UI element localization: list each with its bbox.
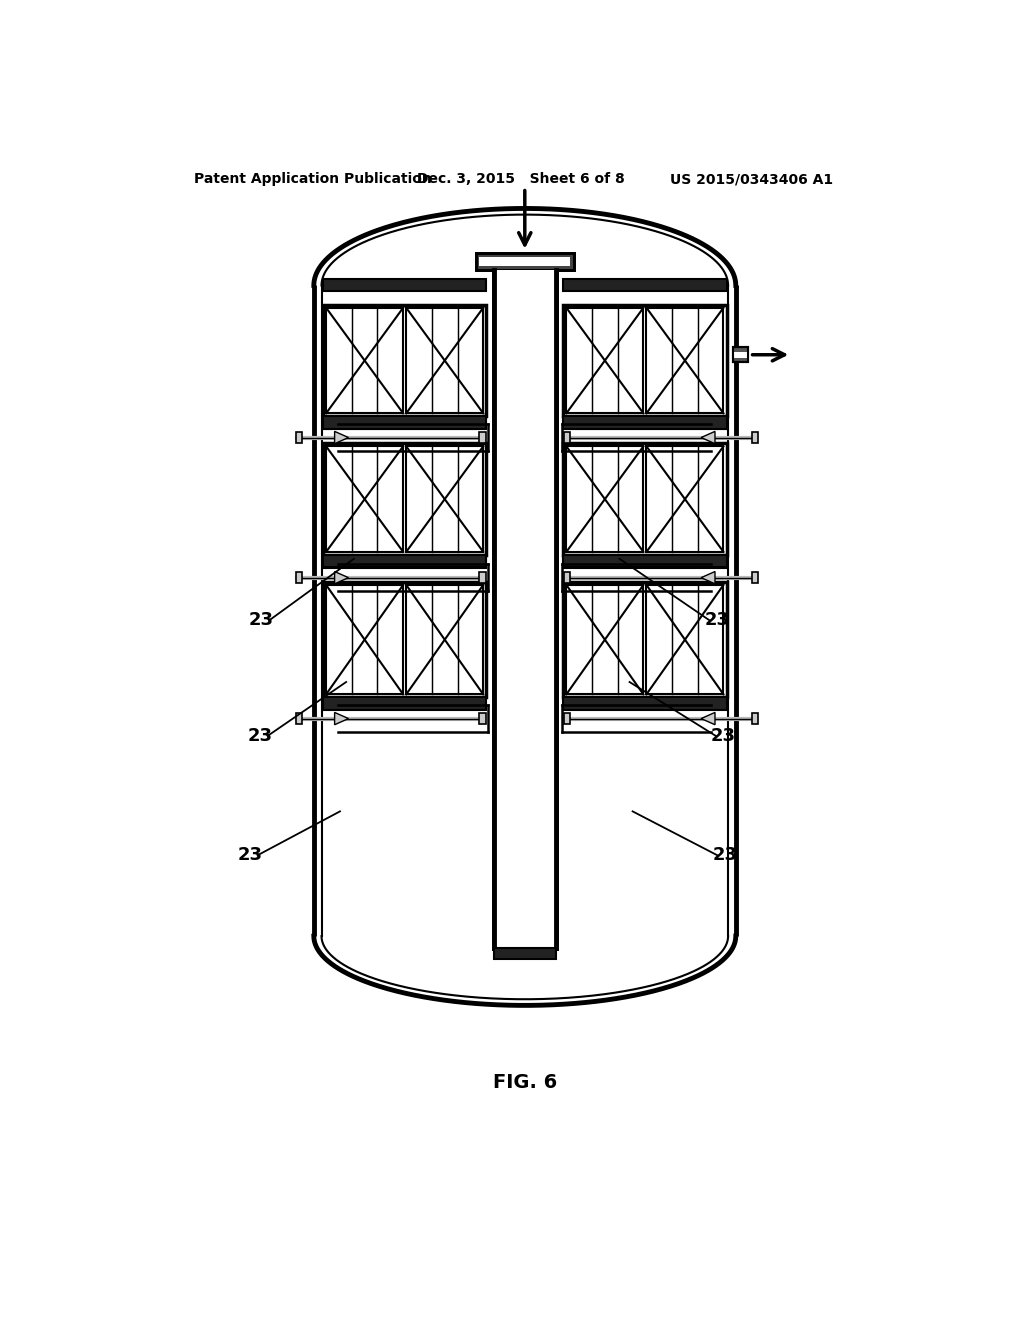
Bar [563,305,727,416]
Bar [566,446,643,552]
Bar [323,305,486,416]
Bar [475,253,574,271]
Bar [494,271,556,948]
Bar [479,257,570,267]
Bar [479,713,485,723]
Bar [323,416,486,429]
Polygon shape [701,713,715,725]
Bar [407,585,483,694]
Bar [296,573,302,583]
Bar [646,308,724,413]
Bar [563,444,727,554]
Text: Patent Application Publication: Patent Application Publication [194,173,431,186]
Bar [479,573,485,583]
Bar [326,585,403,694]
Text: 23: 23 [248,727,272,744]
Bar [564,432,570,444]
Text: 23: 23 [238,846,262,865]
Bar [563,416,727,429]
Bar [323,554,486,568]
Bar [323,697,486,710]
Bar [733,347,749,363]
Bar [407,446,483,552]
Bar [494,271,556,948]
Bar [752,432,758,444]
Bar [494,948,556,960]
Bar [323,417,486,429]
Bar [326,446,403,552]
Bar [566,585,643,694]
Bar [323,556,486,568]
Text: Dec. 3, 2015   Sheet 6 of 8: Dec. 3, 2015 Sheet 6 of 8 [417,173,625,186]
Text: 23: 23 [249,611,274,630]
Bar [563,556,727,568]
Bar [296,713,302,723]
Bar [323,279,486,290]
Bar [296,432,302,444]
Bar [563,417,727,429]
Bar [646,446,724,552]
Bar [752,573,758,583]
Polygon shape [701,432,715,444]
Bar [323,444,486,554]
Bar [563,554,727,568]
Bar [566,308,643,413]
Bar [407,308,483,413]
Polygon shape [701,572,715,583]
Text: 23: 23 [705,611,730,630]
Text: 23: 23 [713,846,737,865]
Text: 23: 23 [711,727,736,744]
Bar [733,347,749,363]
Bar [563,582,727,697]
Bar [326,308,403,413]
Bar [563,697,727,710]
Bar [475,253,574,271]
Bar [479,432,485,444]
Text: FIG. 6: FIG. 6 [493,1073,557,1092]
Polygon shape [335,713,348,725]
Bar [646,585,724,694]
Text: US 2015/0343406 A1: US 2015/0343406 A1 [670,173,833,186]
Bar [564,573,570,583]
Polygon shape [335,432,348,444]
Bar [564,713,570,723]
Bar [752,713,758,723]
Bar [563,279,727,290]
Polygon shape [335,572,348,583]
Bar [323,582,486,697]
Bar [733,351,749,358]
